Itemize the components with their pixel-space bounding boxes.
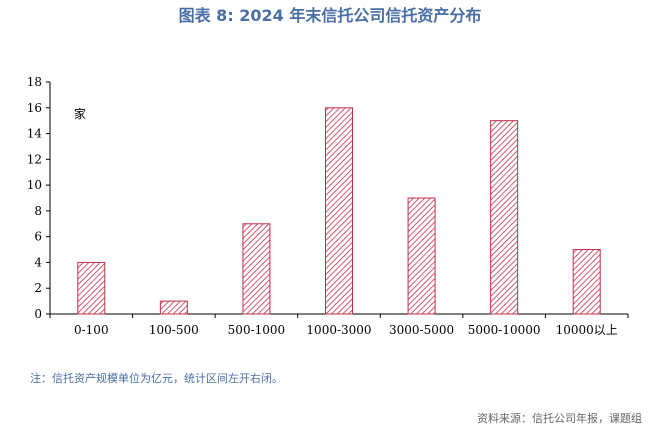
x-tick-label: 100-500 — [149, 323, 199, 337]
bar — [490, 120, 519, 315]
y-tick-label: 2 — [34, 281, 42, 295]
chart-title: 图表 8: 2024 年末信托公司信托资产分布 — [178, 6, 482, 25]
x-tick-label: 3000-5000 — [389, 323, 454, 337]
bar — [242, 223, 271, 315]
x-tick-label: 1000-3000 — [306, 323, 371, 337]
y-tick-label: 8 — [34, 204, 42, 218]
bar — [77, 261, 106, 315]
y-tick-label: 0 — [34, 307, 42, 321]
bar — [407, 197, 436, 315]
y-tick-label: 12 — [27, 152, 42, 166]
bar — [159, 300, 188, 315]
bar — [325, 107, 353, 315]
footnote: 注：信托资产规模单位为亿元，统计区间左开右闭。 — [30, 372, 283, 385]
x-tick-label: 500-1000 — [228, 323, 286, 337]
y-tick-label: 18 — [27, 75, 42, 89]
x-tick-label: 10000以上 — [556, 323, 618, 337]
y-axis-unit-label: 家 — [74, 106, 86, 121]
y-tick-label: 6 — [34, 230, 42, 244]
source-note: 资料来源：信托公司年报，课题组 — [477, 412, 642, 425]
y-tick-label: 4 — [34, 255, 42, 269]
y-tick-label: 14 — [27, 127, 43, 141]
bar — [572, 249, 601, 315]
y-tick-label: 16 — [27, 101, 42, 115]
x-tick-label: 0-100 — [74, 323, 109, 337]
y-tick-label: 10 — [27, 178, 42, 192]
x-tick-label: 5000-10000 — [468, 323, 541, 337]
